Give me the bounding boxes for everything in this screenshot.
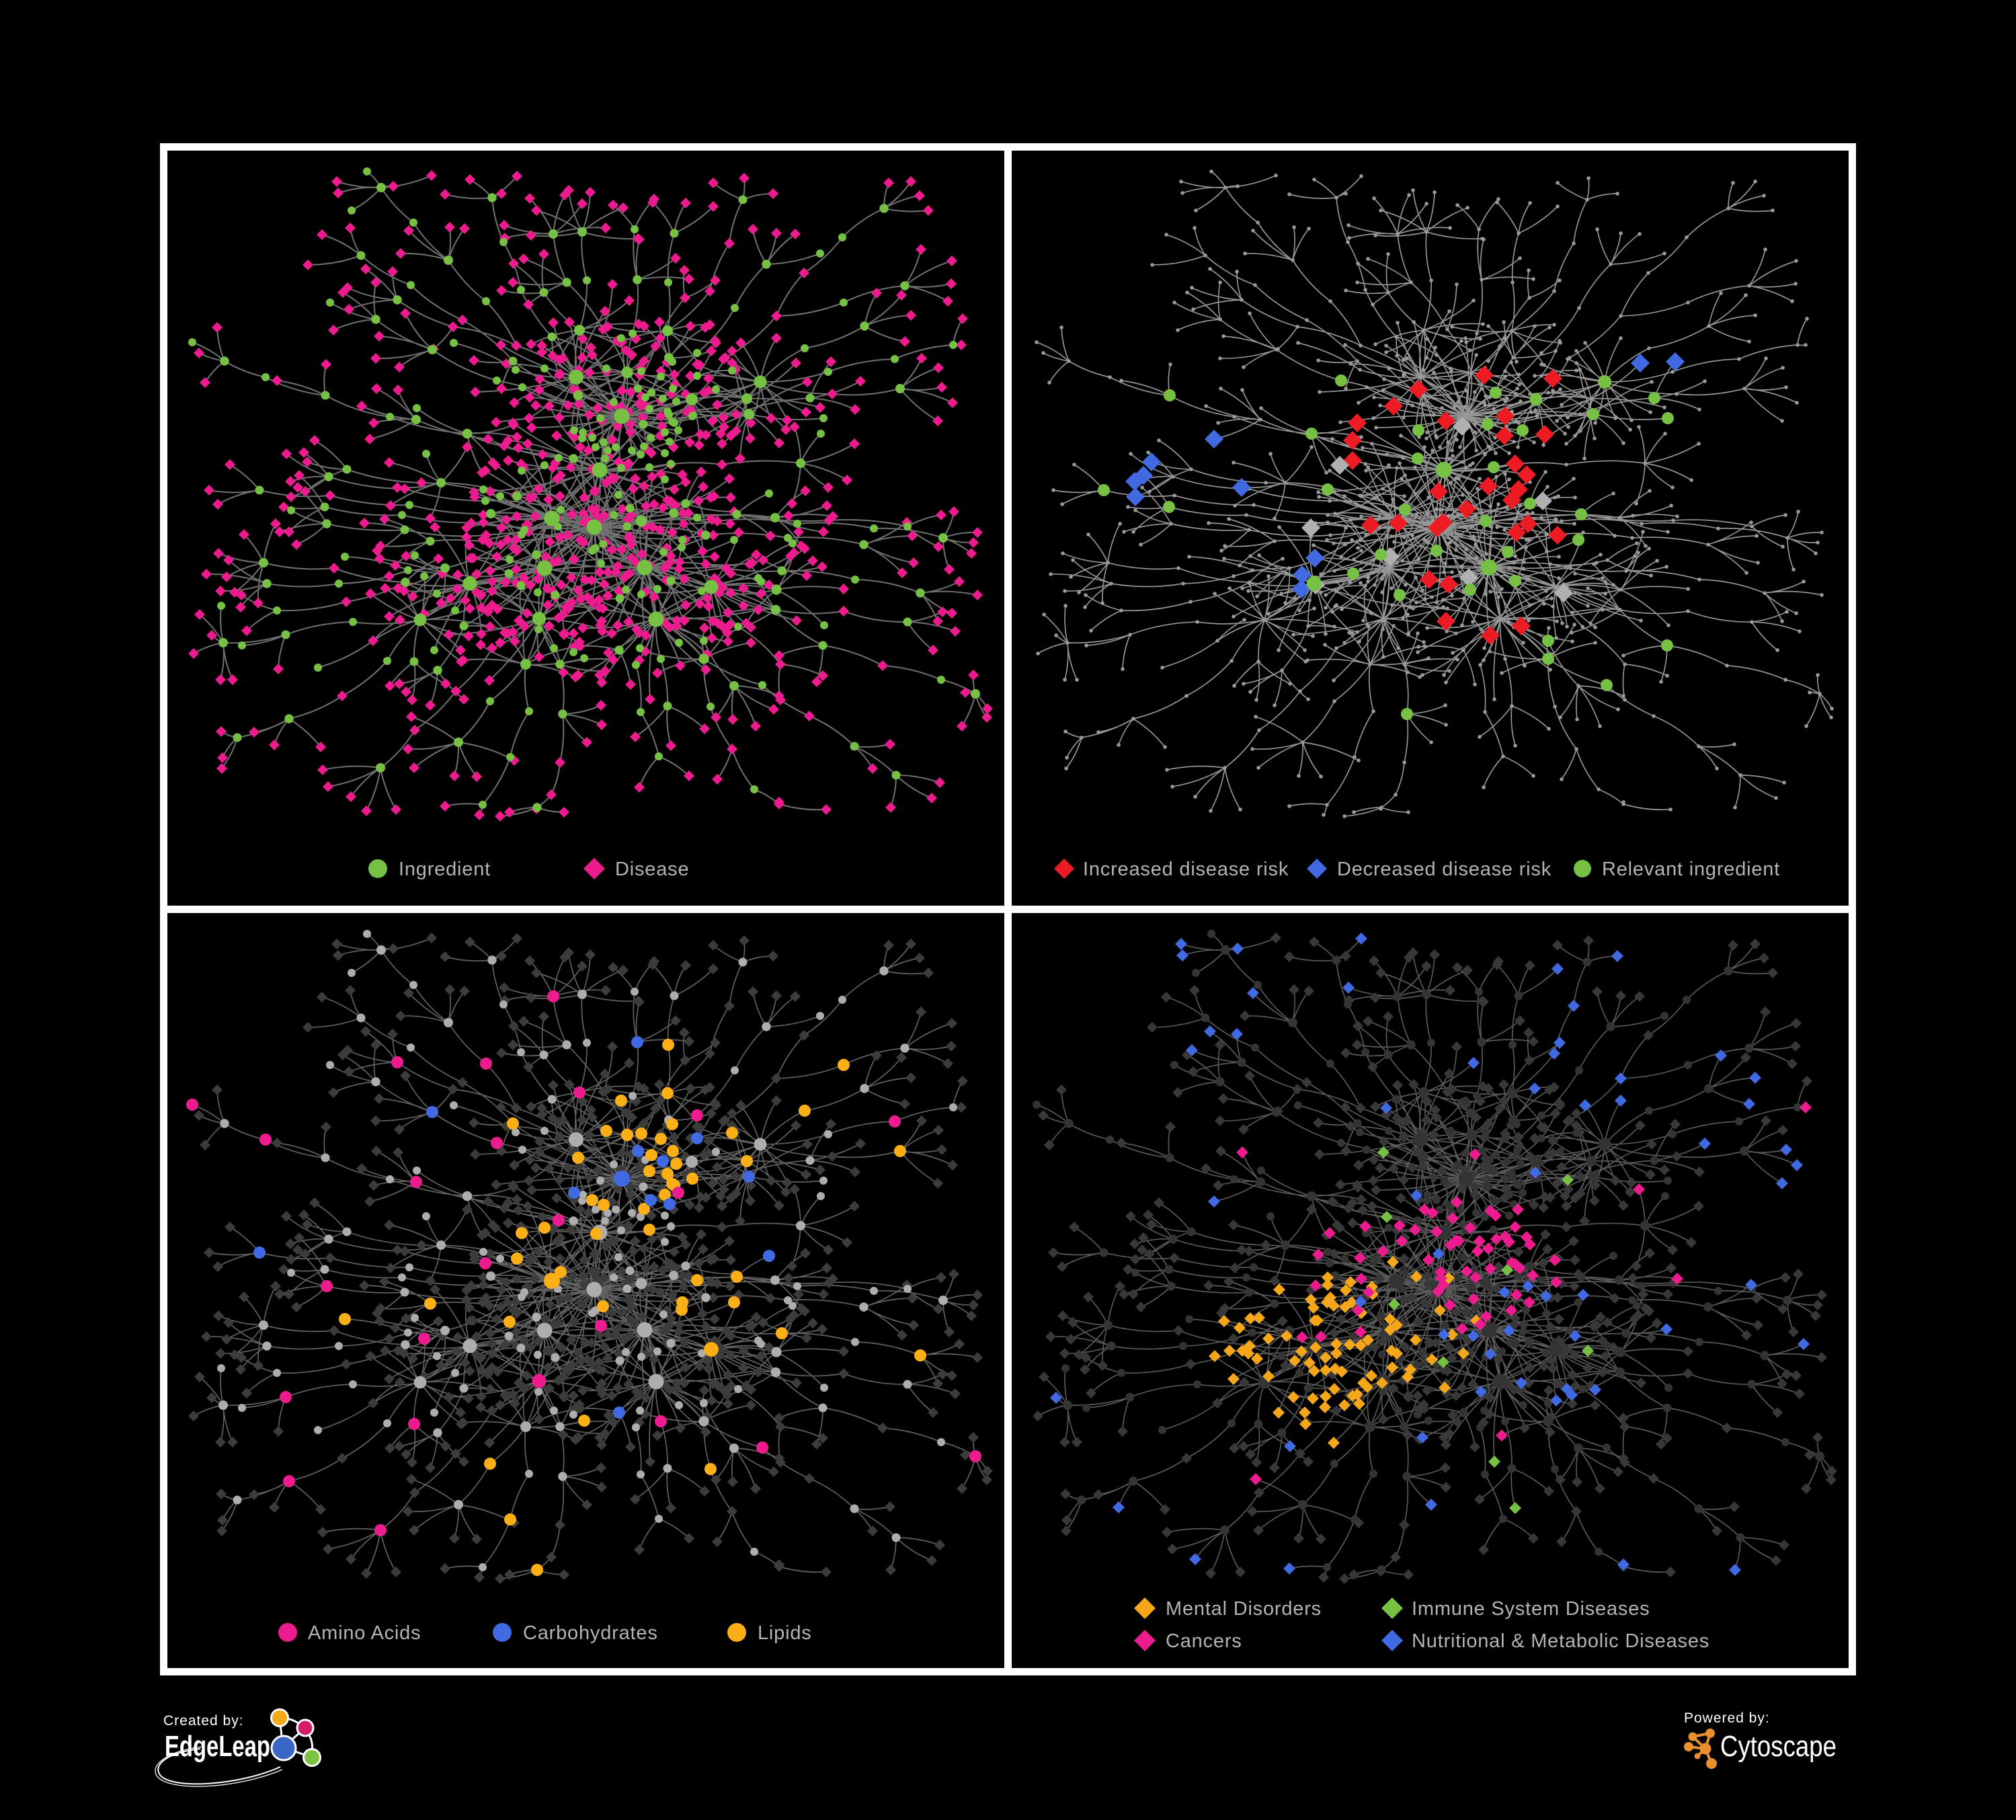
svg-text:Cancers: Cancers	[1166, 1630, 1242, 1652]
svg-text:Ingredient: Ingredient	[399, 859, 491, 880]
svg-text:Nutritional & Metabolic Diseas: Nutritional & Metabolic Diseases	[1412, 1630, 1709, 1652]
svg-text:Carbohydrates: Carbohydrates	[523, 1622, 658, 1644]
svg-text:Cytoscape: Cytoscape	[1720, 1730, 1837, 1763]
svg-text:Increased disease risk: Increased disease risk	[1083, 859, 1289, 880]
svg-text:EdgeLeap: EdgeLeap	[165, 1730, 270, 1763]
svg-text:Decreased disease risk: Decreased disease risk	[1337, 859, 1551, 880]
svg-text:Amino Acids: Amino Acids	[308, 1622, 421, 1644]
svg-text:Created by:: Created by:	[163, 1713, 244, 1729]
svg-text:Powered by:: Powered by:	[1684, 1710, 1770, 1726]
svg-text:Mental Disorders: Mental Disorders	[1166, 1598, 1322, 1620]
svg-text:Immune System Diseases: Immune System Diseases	[1412, 1598, 1650, 1620]
svg-text:Relevant ingredient: Relevant ingredient	[1602, 859, 1780, 880]
svg-text:Disease: Disease	[615, 859, 689, 880]
svg-text:Lipids: Lipids	[758, 1622, 812, 1644]
